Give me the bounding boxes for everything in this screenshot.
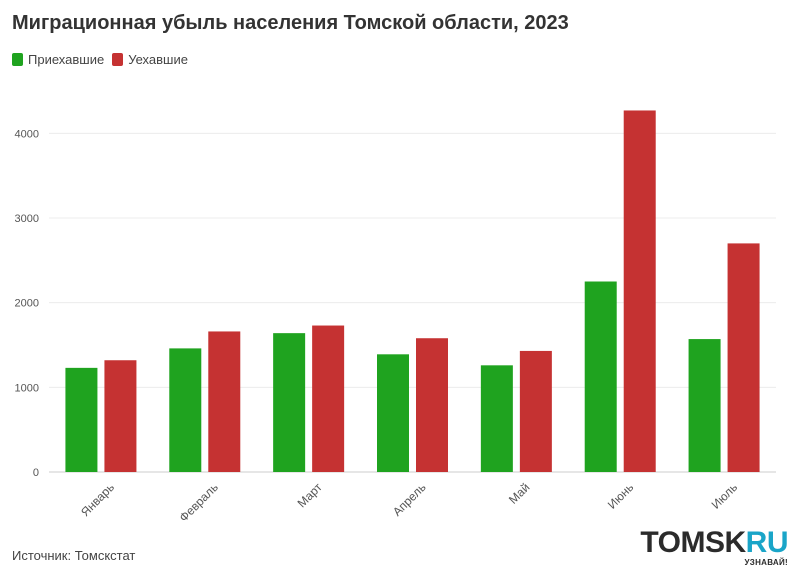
x-tick-label: Июль <box>709 480 741 512</box>
tomsk-ru-logo: TOMSKRU <box>640 526 788 559</box>
bar[interactable] <box>584 281 617 473</box>
y-tick-label: 2000 <box>15 298 39 310</box>
legend-swatch-arrived <box>12 53 23 66</box>
bar[interactable] <box>65 367 98 472</box>
legend-swatch-departed <box>112 53 124 66</box>
bar[interactable] <box>273 333 306 472</box>
legend-label-arrived: Приехавшие <box>28 52 105 67</box>
legend-item-arrived[interactable]: Приехавшие <box>12 52 104 67</box>
y-tick-label: 0 <box>33 467 39 479</box>
chart-title: Миграционная убыль населения Томской обл… <box>12 12 569 34</box>
bar[interactable] <box>377 354 409 472</box>
bar[interactable] <box>104 360 137 472</box>
y-tick-label: 4000 <box>15 128 39 140</box>
bar[interactable] <box>169 348 202 472</box>
x-tick-label: Май <box>506 480 533 507</box>
x-tick-label: Апрель <box>390 480 429 519</box>
bar[interactable] <box>727 243 760 472</box>
x-tick-label: Январь <box>78 480 117 519</box>
bar[interactable] <box>480 365 513 472</box>
bar[interactable] <box>416 338 448 472</box>
bar[interactable] <box>312 325 345 472</box>
source-note: Источник: Томскстат <box>12 548 136 563</box>
bar[interactable] <box>623 110 656 473</box>
bar[interactable] <box>208 331 241 472</box>
bar-chart: 0 1000 2000 3000 4000 Январь Февраль Март Апрель… <box>15 110 776 525</box>
x-tick-label: Июнь <box>605 480 636 511</box>
legend-item-departed[interactable]: Уехавшие <box>112 52 188 67</box>
bar[interactable] <box>519 350 552 472</box>
x-tick-label: Февраль <box>177 480 221 524</box>
legend: Приехавшие Уехавшие <box>12 52 188 67</box>
legend-label-departed: Уехавшие <box>128 52 188 67</box>
x-tick-label: Март <box>295 480 326 511</box>
y-tick-label: 1000 <box>15 382 39 394</box>
logo-tagline: УЗНАВАЙ! <box>744 558 788 567</box>
bar[interactable] <box>688 339 721 472</box>
y-tick-label: 3000 <box>15 213 39 225</box>
